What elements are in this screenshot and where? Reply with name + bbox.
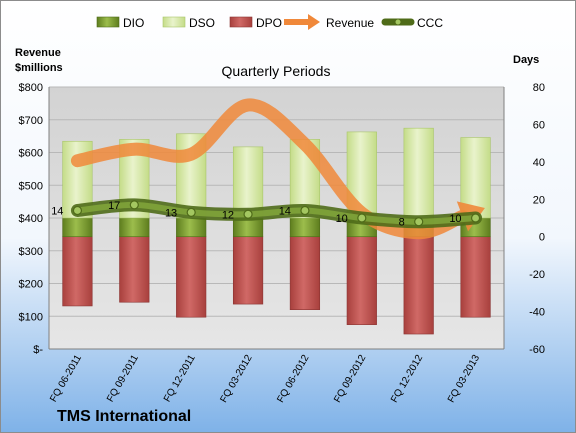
legend-swatch	[96, 16, 120, 28]
bar-dpo	[403, 236, 434, 335]
bar-dpo	[176, 236, 207, 318]
company-name: TMS International	[57, 408, 191, 425]
legend-label: DSO	[189, 16, 215, 30]
right-tick-label: 80	[533, 82, 545, 94]
bar-dio	[62, 217, 93, 238]
right-tick-label: -40	[529, 307, 545, 319]
ccc-marker	[129, 200, 139, 210]
bar-dso	[403, 127, 434, 219]
bar-dpo	[119, 236, 150, 303]
ccc-marker	[357, 213, 367, 223]
ccc-marker	[72, 205, 83, 216]
left-tick-label: $300	[19, 246, 43, 258]
ccc-marker	[300, 205, 310, 216]
right-tick-label: -60	[529, 344, 545, 356]
bar-dpo	[62, 236, 93, 307]
left-axis-title-line1: Revenue	[15, 47, 61, 59]
bar-dpo	[346, 236, 377, 325]
bar-dso	[232, 146, 264, 219]
bar-dpo	[289, 236, 321, 310]
ccc-marker	[470, 213, 481, 223]
legend-swatch	[162, 16, 186, 28]
bar-dio	[119, 217, 150, 238]
legend-swatch-arrowhead	[308, 14, 320, 30]
legend-label: Revenue	[326, 16, 374, 30]
bar-dpo	[460, 236, 491, 318]
revenue-line	[70, 98, 469, 240]
left-tick-label: $700	[19, 115, 43, 127]
left-tick-label: $500	[19, 180, 43, 192]
bar-dpo	[232, 236, 264, 305]
left-tick-label: $-	[33, 344, 43, 356]
ccc-data-label: 17	[108, 200, 120, 212]
legend-label: DIO	[123, 16, 144, 30]
ccc-data-label: 14	[279, 206, 291, 218]
left-tick-label: $800	[19, 82, 43, 94]
ccc-marker	[186, 207, 196, 217]
bar-dio	[289, 217, 321, 238]
legend-swatch	[229, 16, 253, 28]
right-tick-label: 40	[533, 157, 545, 169]
ccc-line-highlight	[74, 201, 479, 225]
legend-label: CCC	[417, 16, 443, 30]
chart-title: Quarterly Periods	[222, 63, 331, 79]
ccc-data-label: 12	[222, 209, 234, 221]
ccc-marker	[414, 217, 424, 227]
legend-marker	[394, 18, 402, 26]
bar-dio	[176, 217, 207, 238]
ccc-data-label: 10	[449, 213, 461, 225]
ccc-data-label: 13	[165, 207, 177, 219]
ccc-data-label: 10	[336, 213, 348, 225]
left-tick-label: $400	[19, 213, 43, 225]
left-axis-title-line2: $millions	[15, 62, 63, 74]
right-tick-label: -20	[529, 269, 545, 281]
ccc-data-label: 8	[399, 217, 405, 229]
right-tick-label: 20	[533, 194, 545, 206]
ccc-marker	[243, 209, 253, 219]
left-tick-label: $100	[19, 311, 43, 323]
right-axis-title: Days	[513, 54, 539, 66]
legend-label: DPO	[256, 16, 282, 30]
right-tick-label: 60	[533, 119, 545, 131]
right-tick-label: 0	[539, 232, 545, 244]
ccc-data-label: 14	[51, 206, 63, 218]
left-tick-label: $200	[19, 279, 43, 291]
left-tick-label: $600	[19, 148, 43, 160]
